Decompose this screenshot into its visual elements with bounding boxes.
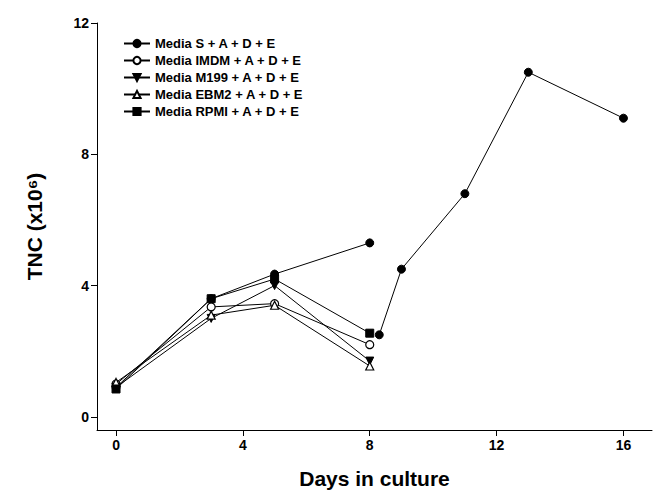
svg-text:12: 12 [489,437,505,453]
svg-text:TNC (x10⁶): TNC (x10⁶) [23,173,46,281]
svg-text:Days in culture: Days in culture [299,467,450,490]
svg-text:4: 4 [239,437,247,453]
svg-text:12: 12 [73,15,89,31]
svg-text:0: 0 [112,437,120,453]
svg-text:8: 8 [366,437,374,453]
svg-text:Media S + A + D + E: Media S + A + D + E [155,36,275,51]
svg-text:4: 4 [81,278,89,294]
svg-text:8: 8 [81,146,89,162]
svg-text:16: 16 [616,437,632,453]
svg-text:Media EBM2 + A + D + E: Media EBM2 + A + D + E [155,87,303,102]
svg-text:0: 0 [81,409,89,425]
svg-text:Media M199 + A + D + E: Media M199 + A + D + E [155,70,299,85]
svg-text:Media IMDM + A + D + E: Media IMDM + A + D + E [155,53,301,68]
svg-text:Media RPMI + A + D + E: Media RPMI + A + D + E [155,104,299,119]
